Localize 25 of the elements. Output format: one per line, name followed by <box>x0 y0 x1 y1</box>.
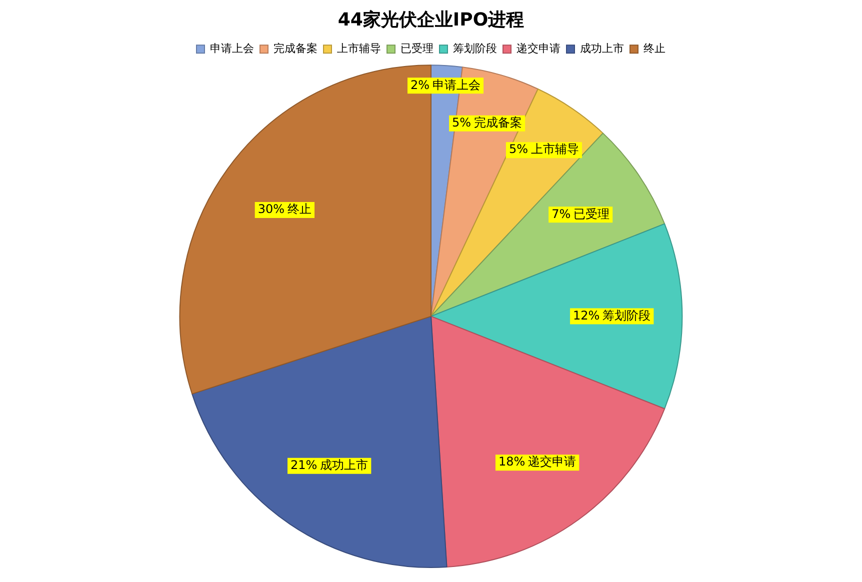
slice-label: 递交申请 <box>528 454 576 469</box>
slice-label: 上市辅导 <box>530 142 579 156</box>
data-label: 12% <box>573 308 600 322</box>
slice-label: 申请上会 <box>432 78 481 92</box>
legend-label: 递交申请 <box>516 42 560 55</box>
slice-label: 筹划阶段 <box>602 308 651 322</box>
legend-label: 已受理 <box>400 42 434 55</box>
data-label: 18% <box>498 454 526 469</box>
data-label: 30% <box>258 202 285 216</box>
legend-label: 完成备案 <box>274 42 318 55</box>
chart-title: 44家光伏企业IPO进程 <box>338 9 524 30</box>
slice-label: 已受理 <box>574 206 610 221</box>
legend-label: 筹划阶段 <box>453 42 497 55</box>
slice-label: 成功上市 <box>320 458 368 472</box>
data-label: 7% <box>552 206 571 221</box>
legend-label: 申请上会 <box>210 42 254 55</box>
legend-label: 上市辅导 <box>337 42 381 55</box>
data-label: 21% <box>290 458 318 472</box>
slice-label: 完成备案 <box>474 115 522 130</box>
data-label: 5% <box>508 142 528 156</box>
legend-label: 终止 <box>644 42 666 55</box>
data-label: 5% <box>452 115 472 130</box>
data-label: 2% <box>410 78 430 92</box>
slice-label: 终止 <box>288 202 312 216</box>
legend-label: 成功上市 <box>580 42 624 55</box>
